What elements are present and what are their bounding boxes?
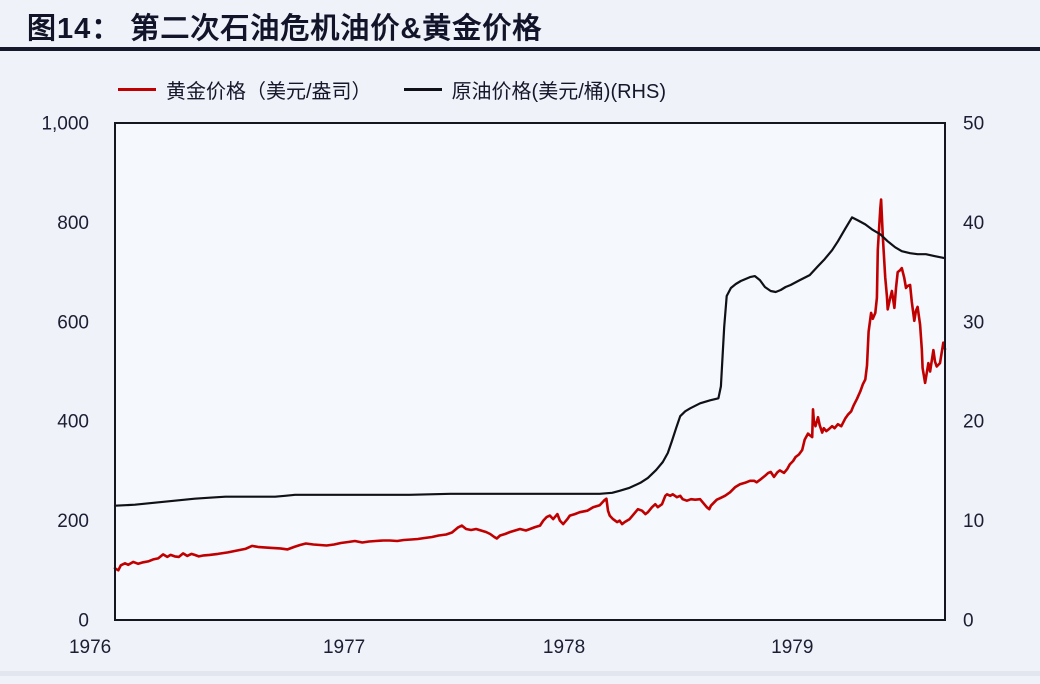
page-edge-band [0, 671, 1040, 676]
y-left-tick-label: 600 [57, 312, 89, 333]
y-left-tick-label: 1,000 [41, 114, 89, 135]
y-left-tick-label: 400 [57, 412, 89, 433]
y-left-tick-label: 800 [57, 213, 89, 234]
legend-label-oil: 原油价格(美元/桶)(RHS) [451, 80, 666, 103]
oil-price-line [113, 216, 947, 507]
y-right-tick-label: 10 [963, 511, 984, 532]
y-right-tick-label: 20 [963, 412, 984, 433]
gold-line-swatch-icon [118, 87, 156, 91]
plot-background [115, 123, 945, 620]
y-right-tick-label: 30 [963, 312, 984, 333]
y-left-tick-label: 200 [57, 511, 89, 532]
y-right-tick-label: 0 [963, 611, 974, 632]
x-tick-label: 1977 [323, 637, 365, 658]
y-right-tick-label: 40 [963, 213, 984, 234]
figure-title: 图14： 第二次石油危机油价&黄金价格 [27, 13, 543, 45]
title-underline [0, 47, 1040, 51]
legend-item-gold: 黄金价格（美元/盎司） [118, 75, 372, 104]
legend-item-oil: 原油价格(美元/桶)(RHS) [403, 75, 666, 104]
y-right-tick-label: 50 [963, 114, 984, 135]
x-tick-label: 1976 [69, 637, 111, 658]
x-tick-label: 1979 [771, 637, 813, 658]
y-left-tick-label: 0 [78, 611, 89, 632]
plot-frame [114, 122, 946, 621]
legend-label-gold: 黄金价格（美元/盎司） [166, 80, 372, 103]
chart-legend: 黄金价格（美元/盎司） 原油价格(美元/桶)(RHS) [118, 75, 666, 104]
gold-price-line [113, 198, 947, 572]
oil-line-swatch-icon [403, 87, 442, 91]
x-tick-label: 1978 [543, 637, 585, 658]
